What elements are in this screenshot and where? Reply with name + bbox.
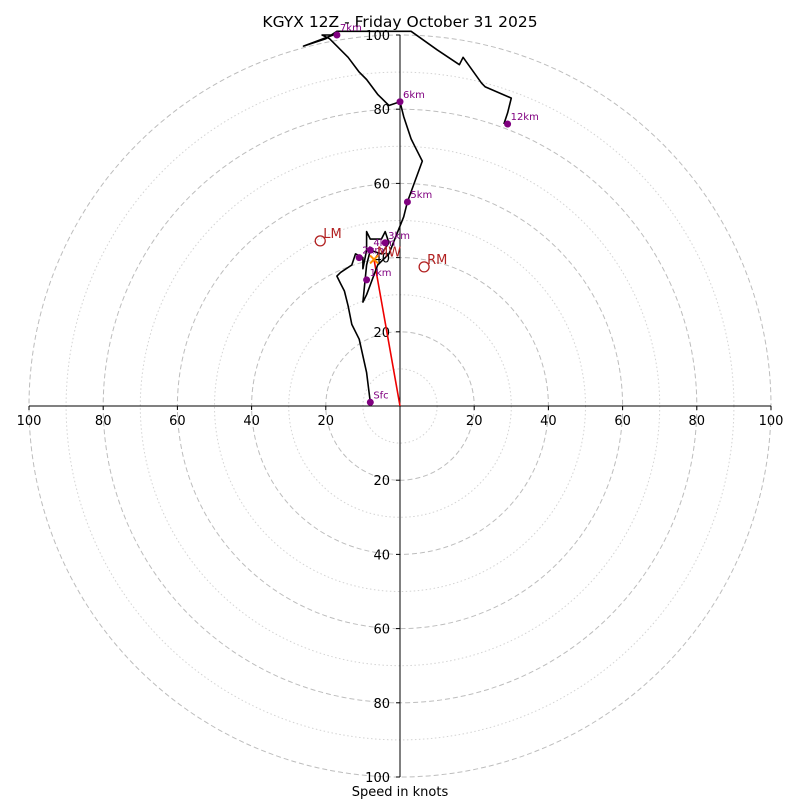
storm-motion-label-lm: LM <box>323 227 341 242</box>
level-marker-sfc <box>366 398 374 406</box>
mean-wind-marker <box>369 254 379 265</box>
x-tick-label: 40 <box>243 414 260 429</box>
level-label-sfc: Sfc <box>373 390 388 401</box>
hodograph-trace <box>302 30 513 403</box>
level-label-6km: 6km <box>403 90 425 101</box>
storm-motion-markers: LM RM MW <box>314 227 447 273</box>
x-tick-label: 100 <box>17 414 42 429</box>
y-tick-label: 60 <box>373 177 390 192</box>
level-marker-5km <box>403 198 411 206</box>
level-marker-7km <box>333 31 341 39</box>
y-tick-label: 60 <box>373 623 390 638</box>
storm-motion-label-rm: RM <box>427 253 447 268</box>
x-axis-label: Speed in knots <box>352 785 449 800</box>
level-marker-12km <box>504 120 512 128</box>
x-tick-label: 60 <box>614 414 631 429</box>
level-label-7km: 7km <box>340 23 362 34</box>
level-marker-1km <box>363 276 371 284</box>
x-tick-label: 40 <box>540 414 557 429</box>
axis-ticks: 100 80 60 40 20 20 40 60 80 100204060801002040608… <box>17 29 784 786</box>
level-label-12km: 12km <box>511 112 539 123</box>
y-tick-label: 20 <box>373 474 390 489</box>
storm-motion-rm <box>418 261 430 273</box>
y-tick-label: 40 <box>373 548 390 563</box>
level-label-1km: 1km <box>370 268 392 279</box>
x-tick-label: 20 <box>466 414 483 429</box>
x-tick-label: 80 <box>95 414 112 429</box>
x-tick-label: 100 <box>759 414 784 429</box>
shear-vector <box>373 259 401 407</box>
chart-title: KGYX 12Z - Friday October 31 2025 <box>262 13 537 31</box>
level-label-5km: 5km <box>410 190 432 201</box>
y-tick-label: 80 <box>373 103 390 118</box>
y-tick-label: 80 <box>373 697 390 712</box>
x-tick-label: 20 <box>318 414 335 429</box>
storm-motion-lm <box>314 235 326 247</box>
height-level-markers: Sfc1km2km3km4km5km6km7km12km <box>333 23 539 406</box>
level-label-4km: 4km <box>373 238 395 249</box>
y-tick-label: 100 <box>365 771 390 786</box>
y-tick-label: 100 <box>365 29 390 44</box>
level-marker-3km <box>381 239 389 247</box>
x-tick-label: 60 <box>169 414 186 429</box>
x-tick-label: 80 <box>689 414 706 429</box>
level-marker-6km <box>396 98 404 106</box>
level-marker-4km <box>366 246 374 254</box>
storm-motion-label-mw: MW <box>377 245 401 260</box>
level-marker-2km <box>355 254 363 262</box>
level-label-3km: 3km <box>388 231 410 242</box>
